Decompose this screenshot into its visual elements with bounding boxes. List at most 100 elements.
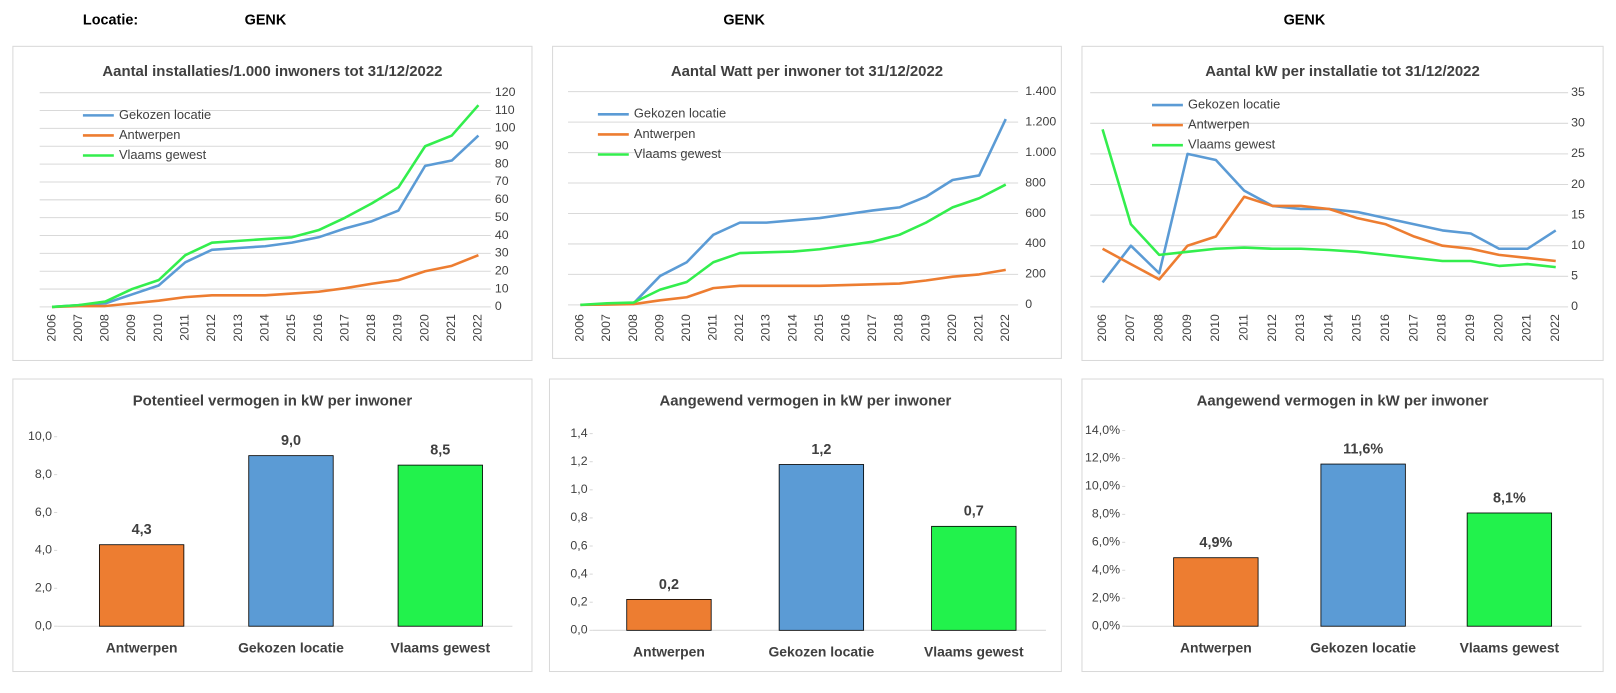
x-tick-label: 2008	[1151, 314, 1165, 342]
x-tick-label: Gekozen locatie	[238, 640, 344, 656]
y-tick-label: 0,0%	[1092, 618, 1120, 632]
x-tick-label: Antwerpen	[106, 640, 178, 656]
x-tick-label: 2007	[71, 314, 85, 342]
y-tick-label: 12,0%	[1085, 451, 1120, 465]
y-tick-label: 0	[1571, 299, 1578, 313]
y-tick-label: 1.200	[1025, 114, 1056, 128]
y-tick-label: 1,0	[570, 482, 587, 496]
chart-title: Aantal installaties/1.000 inwoners tot 3…	[102, 63, 442, 80]
legend-label: Antwerpen	[1188, 117, 1249, 132]
location-name: GENK	[723, 12, 765, 28]
y-tick-label: 1.000	[1025, 145, 1056, 159]
bar	[98, 544, 185, 627]
x-tick-label: 2009	[652, 314, 666, 342]
y-tick-label: 1,2	[570, 454, 587, 468]
x-tick-label: 2021	[971, 314, 985, 342]
series-line	[1101, 195, 1556, 281]
x-tick-label: 2016	[839, 314, 853, 342]
value-label: 9,0	[281, 433, 301, 449]
x-tick-label: 2021	[1520, 314, 1534, 342]
y-tick-label: 100	[495, 121, 516, 135]
x-tick-label: 2017	[337, 314, 351, 342]
y-tick-label: 70	[495, 174, 509, 188]
y-tick-label: 800	[1025, 175, 1046, 189]
x-tick-label: 2011	[1236, 314, 1250, 341]
chart-title: Aantal kW per installatie tot 31/12/2022	[1205, 63, 1480, 80]
x-tick-label: 2006	[44, 314, 58, 342]
x-tick-label: 2014	[1321, 314, 1335, 342]
y-tick-label: 20	[1571, 177, 1585, 191]
y-tick-label: 15	[1571, 207, 1585, 221]
x-tick-label: 2013	[759, 314, 773, 342]
value-label: 8,5	[430, 443, 450, 459]
x-tick-label: 2022	[1548, 314, 1562, 342]
y-tick-label: 2,0	[35, 581, 52, 595]
y-tick-label: 6,0	[35, 505, 52, 519]
y-tick-label: 0,4	[570, 566, 587, 580]
x-tick-label: 2018	[364, 314, 378, 342]
y-tick-label: 1.400	[1025, 84, 1056, 98]
y-tick-label: 110	[495, 103, 515, 117]
x-tick-label: 2010	[151, 314, 165, 342]
y-tick-label: 8,0%	[1092, 507, 1120, 521]
bar	[931, 525, 1017, 631]
x-tick-label: 2007	[599, 314, 613, 342]
bar	[1173, 557, 1259, 627]
location-label: Locatie:	[83, 12, 138, 28]
bar	[1320, 463, 1406, 627]
chart-title: Aantal Watt per inwoner tot 31/12/2022	[671, 63, 943, 80]
x-tick-label: Antwerpen	[633, 644, 705, 660]
y-tick-label: 2,0%	[1092, 591, 1120, 605]
legend-label: Vlaams gewest	[119, 147, 207, 162]
y-tick-label: 0,2	[570, 594, 587, 608]
y-tick-label: 80	[495, 156, 509, 170]
series-line	[51, 104, 480, 309]
x-tick-label: Vlaams gewest	[1460, 640, 1560, 656]
y-tick-label: 10	[495, 281, 509, 295]
x-tick-label: 2019	[391, 314, 405, 342]
x-tick-label: Gekozen locatie	[1310, 640, 1416, 656]
x-tick-label: 2015	[812, 314, 826, 342]
x-tick-label: 2018	[892, 314, 906, 342]
bar	[248, 455, 334, 627]
x-tick-label: 2022	[471, 314, 485, 342]
y-tick-label: 600	[1025, 206, 1046, 220]
legend-label: Gekozen locatie	[119, 107, 211, 122]
value-label: 11,6%	[1343, 441, 1383, 457]
y-tick-label: 14,0%	[1085, 423, 1120, 437]
y-tick-label: 0,8	[570, 510, 587, 524]
y-tick-label: 4,0	[35, 543, 52, 557]
x-tick-label: 2016	[311, 314, 325, 342]
y-tick-label: 0,0	[570, 623, 587, 637]
y-tick-label: 30	[1571, 116, 1585, 130]
bar	[1466, 512, 1553, 627]
x-tick-label: 2017	[865, 314, 879, 342]
value-label: 4,3	[132, 522, 152, 538]
value-label: 0,2	[659, 577, 679, 593]
y-tick-label: 0	[495, 299, 502, 313]
y-tick-label: 4,0%	[1092, 563, 1120, 577]
x-tick-label: 2013	[1293, 314, 1307, 342]
y-tick-label: 10,0%	[1085, 479, 1120, 493]
x-tick-label: 2014	[785, 314, 799, 342]
x-tick-label: 2020	[1491, 314, 1505, 342]
x-tick-label: 2009	[124, 314, 138, 342]
location-name: GENK	[245, 12, 287, 28]
y-tick-label: 5	[1571, 269, 1578, 283]
x-tick-label: 2022	[998, 314, 1012, 342]
x-tick-label: 2020	[417, 314, 431, 342]
y-tick-label: 400	[1025, 236, 1046, 250]
legend-label: Vlaams gewest	[1188, 137, 1276, 152]
y-tick-label: 35	[1571, 85, 1585, 99]
series-line	[580, 268, 1006, 307]
y-tick-label: 10,0	[28, 429, 52, 443]
x-tick-label: 2017	[1406, 314, 1420, 342]
legend-label: Antwerpen	[119, 127, 180, 142]
chart-panel	[1081, 45, 1604, 361]
x-tick-label: 2006	[1095, 314, 1109, 342]
x-tick-label: 2016	[1378, 314, 1392, 342]
x-tick-label: 2020	[945, 314, 959, 342]
y-tick-label: 10	[1571, 238, 1585, 252]
x-tick-label: 2012	[204, 314, 218, 342]
bar	[626, 598, 712, 631]
